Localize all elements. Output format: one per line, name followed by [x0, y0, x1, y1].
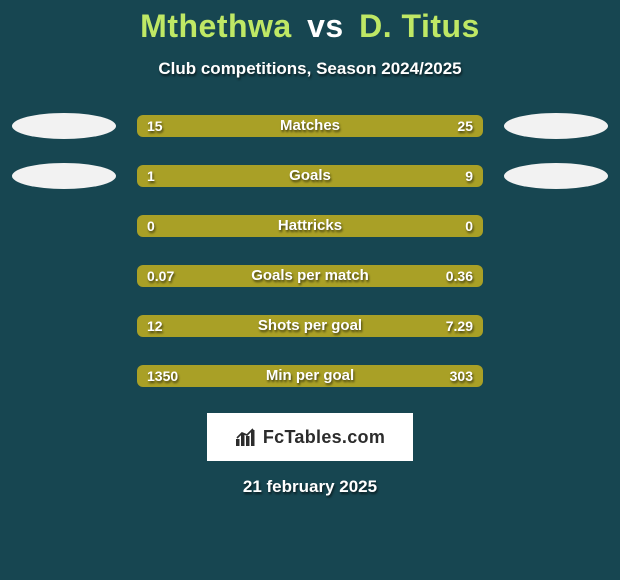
- stat-bar: 0.070.36Goals per match: [137, 265, 483, 287]
- title-vs: vs: [307, 8, 344, 44]
- brand-badge: FcTables.com: [207, 413, 413, 461]
- stat-value-right: 303: [450, 365, 473, 387]
- team-logo-placeholder: [12, 113, 116, 139]
- stat-value-left: 0.07: [147, 265, 174, 287]
- bar-left-fill: [137, 215, 483, 237]
- team-logo-placeholder: [504, 113, 608, 139]
- bars-chart-icon: [235, 427, 257, 447]
- left-logo-slot: [9, 213, 119, 239]
- right-logo-slot: [501, 163, 611, 189]
- stat-row: 1350303Min per goal: [0, 363, 620, 389]
- page-title: Mthethwa vs D. Titus: [0, 8, 620, 45]
- stat-row: 00Hattricks: [0, 213, 620, 239]
- stat-value-left: 1350: [147, 365, 178, 387]
- right-logo-slot: [501, 363, 611, 389]
- bar-left-fill: [137, 365, 420, 387]
- stat-value-left: 15: [147, 115, 163, 137]
- left-logo-slot: [9, 313, 119, 339]
- stat-row: 0.070.36Goals per match: [0, 263, 620, 289]
- right-logo-slot: [501, 113, 611, 139]
- stat-value-right: 7.29: [446, 315, 473, 337]
- left-logo-slot: [9, 113, 119, 139]
- subtitle: Club competitions, Season 2024/2025: [0, 59, 620, 79]
- stat-bar: 1525Matches: [137, 115, 483, 137]
- team-logo-placeholder: [504, 163, 608, 189]
- stat-row: 1525Matches: [0, 113, 620, 139]
- bar-right-fill: [267, 115, 483, 137]
- stat-bar: 1350303Min per goal: [137, 365, 483, 387]
- stat-row: 127.29Shots per goal: [0, 313, 620, 339]
- right-logo-slot: [501, 263, 611, 289]
- stat-value-right: 9: [465, 165, 473, 187]
- bar-right-fill: [193, 265, 483, 287]
- bar-right-fill: [199, 165, 483, 187]
- stat-value-right: 0: [465, 215, 473, 237]
- stat-bar: 127.29Shots per goal: [137, 315, 483, 337]
- player2-name: D. Titus: [359, 8, 480, 44]
- stat-value-left: 1: [147, 165, 155, 187]
- right-logo-slot: [501, 313, 611, 339]
- comparison-card: Mthethwa vs D. Titus Club competitions, …: [0, 0, 620, 580]
- left-logo-slot: [9, 163, 119, 189]
- stat-value-right: 0.36: [446, 265, 473, 287]
- stats-container: 1525Matches19Goals00Hattricks0.070.36Goa…: [0, 113, 620, 389]
- brand-text: FcTables.com: [263, 427, 385, 448]
- bar-left-fill: [137, 315, 352, 337]
- left-logo-slot: [9, 263, 119, 289]
- stat-value-left: 12: [147, 315, 163, 337]
- stat-row: 19Goals: [0, 163, 620, 189]
- stat-value-right: 25: [457, 115, 473, 137]
- stat-value-left: 0: [147, 215, 155, 237]
- right-logo-slot: [501, 213, 611, 239]
- left-logo-slot: [9, 363, 119, 389]
- stat-bar: 00Hattricks: [137, 215, 483, 237]
- team-logo-placeholder: [12, 163, 116, 189]
- date-label: 21 february 2025: [0, 477, 620, 497]
- stat-bar: 19Goals: [137, 165, 483, 187]
- player1-name: Mthethwa: [140, 8, 292, 44]
